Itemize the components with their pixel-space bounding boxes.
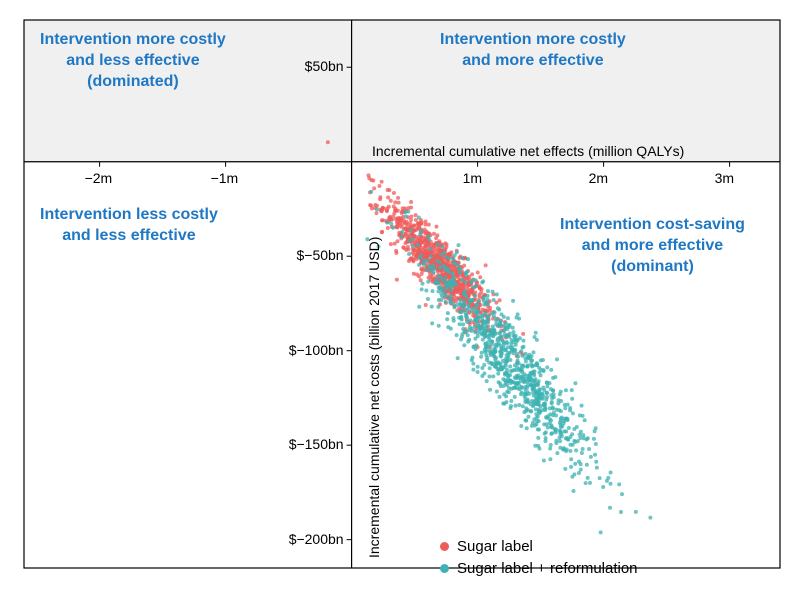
cost-effectiveness-plane: [0, 0, 800, 608]
